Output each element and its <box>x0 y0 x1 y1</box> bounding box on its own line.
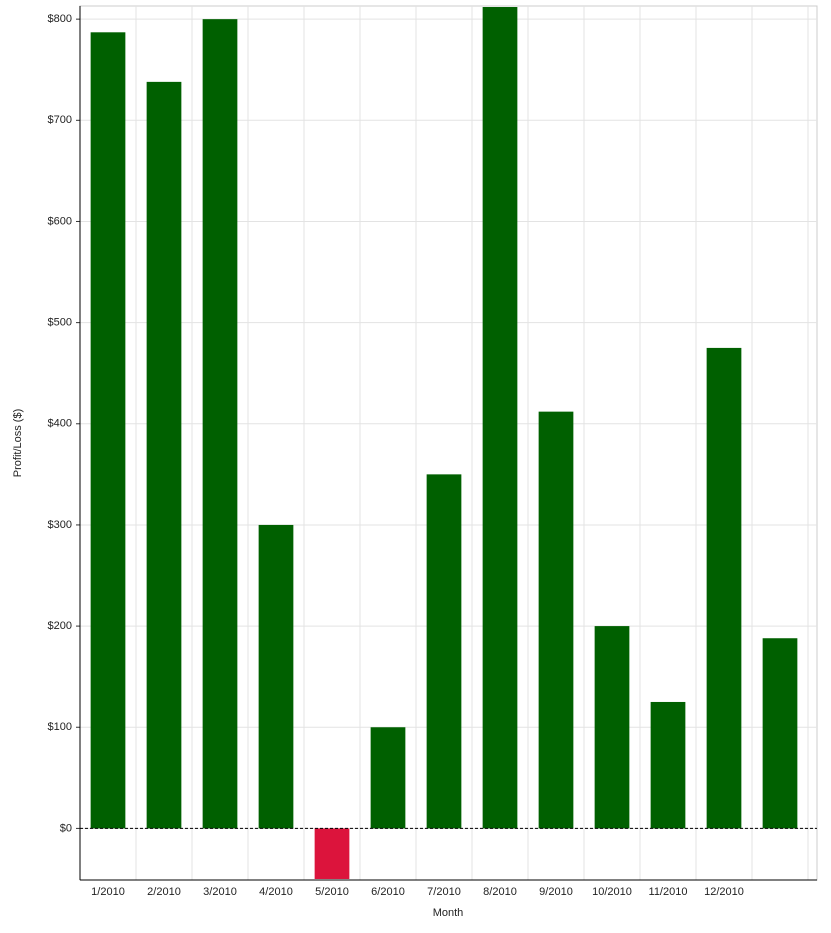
bar <box>706 347 742 829</box>
y-tick-label: $400 <box>48 418 72 430</box>
y-tick-label: $300 <box>48 519 72 531</box>
bar <box>426 474 462 829</box>
y-tick-label: $100 <box>48 721 72 733</box>
y-tick-label: $700 <box>48 114 72 126</box>
x-tick-label: 1/2010 <box>91 886 125 898</box>
y-tick-label: $500 <box>48 317 72 329</box>
x-tick-label: 2/2010 <box>147 886 181 898</box>
x-tick-label: 6/2010 <box>371 886 405 898</box>
x-tick-label: 12/2010 <box>704 886 744 898</box>
x-tick-label: 4/2010 <box>259 886 293 898</box>
bar <box>538 411 574 829</box>
bar <box>482 7 518 829</box>
x-tick-label: 8/2010 <box>483 886 517 898</box>
y-axis-label: Profit/Loss ($) <box>12 409 24 477</box>
bar <box>258 524 294 829</box>
bar <box>146 81 182 829</box>
x-tick-label: 11/2010 <box>649 886 688 898</box>
y-tick-label: $200 <box>48 620 72 632</box>
bar <box>90 32 126 829</box>
x-axis-label: Month <box>433 907 464 919</box>
bar <box>594 626 630 829</box>
y-tick-label: $800 <box>48 13 72 25</box>
x-tick-label: 3/2010 <box>203 886 237 898</box>
y-tick-label: $0 <box>60 822 72 834</box>
bar <box>762 638 798 829</box>
bar <box>650 701 686 829</box>
x-tick-label: 10/2010 <box>592 886 632 898</box>
y-tick-label: $600 <box>48 215 72 227</box>
bar <box>202 19 238 829</box>
x-tick-label: 7/2010 <box>427 886 461 898</box>
bar <box>314 828 350 879</box>
bar <box>370 727 406 829</box>
x-tick-label: 5/2010 <box>315 886 349 898</box>
x-tick-label: 9/2010 <box>539 886 573 898</box>
